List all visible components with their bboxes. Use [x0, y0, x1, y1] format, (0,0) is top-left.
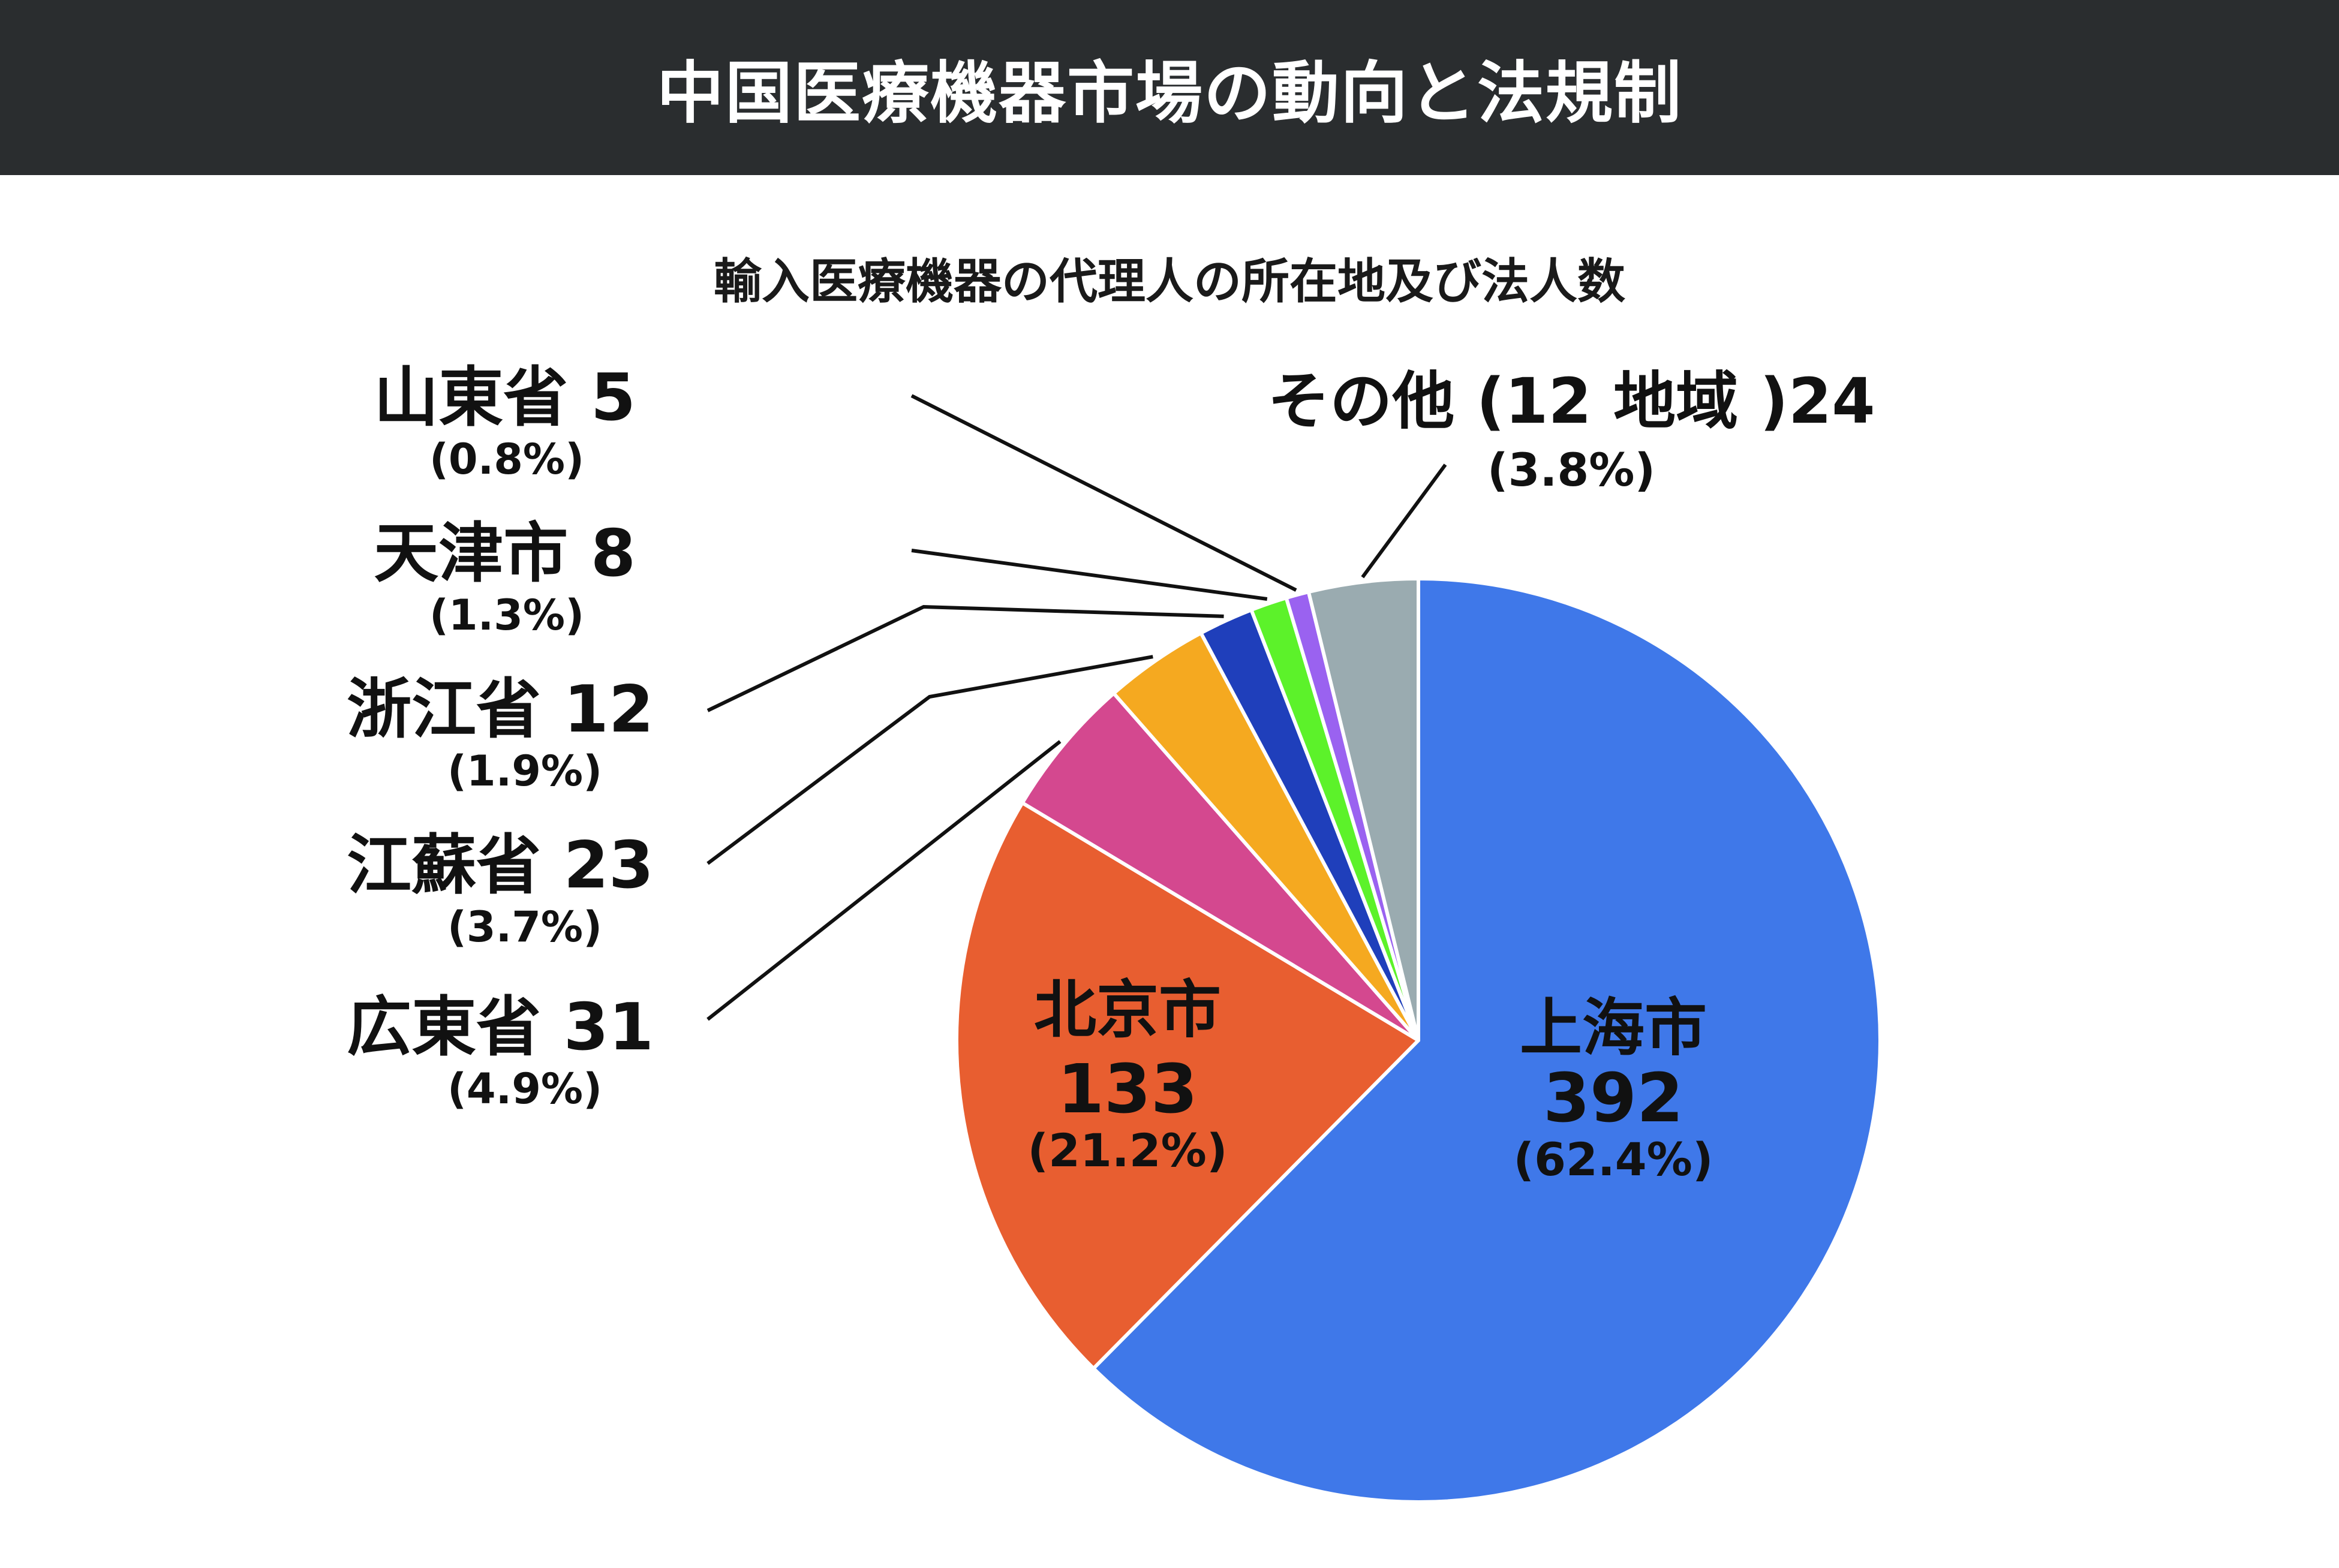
slice-percent: (3.7%)	[447, 902, 602, 952]
slice-label: 浙江省 12	[347, 672, 654, 747]
leader-line	[910, 394, 1297, 592]
pie-slice	[1092, 577, 1882, 1504]
header-bar: 中国医療機器市場の動向と法規制	[0, 0, 2339, 175]
slice-label: 上海市	[1520, 991, 1707, 1064]
slice-label: 広東省 31	[347, 990, 654, 1065]
leader-line	[911, 549, 1268, 601]
slice-label: その他 (12 地域 )24	[1267, 365, 1875, 438]
chart-title: 輸入医療機器の代理人の所在地及び法人数	[714, 254, 1625, 309]
slice-value: 133	[1057, 1051, 1198, 1128]
slice-percent: (1.9%)	[447, 747, 602, 796]
slice-name: 山東省	[374, 360, 568, 435]
slice-percent: (0.8%)	[429, 435, 584, 484]
slice-label: 山東省 5	[374, 360, 636, 435]
slice-value: 392	[1543, 1060, 1683, 1137]
slice-value: 24	[1788, 365, 1875, 438]
header-title: 中国医療機器市場の動向と法規制	[657, 55, 1682, 133]
slice-percent: (1.3%)	[429, 591, 584, 640]
pie-slice	[1020, 691, 1420, 1042]
slice-percent: (3.8%)	[1487, 443, 1655, 496]
leader-line	[706, 604, 1224, 712]
pie-slice	[1306, 577, 1420, 1042]
slice-label: 北京市	[1034, 973, 1221, 1046]
slice-value: 8	[568, 516, 636, 591]
slice-name: 江蘇省	[347, 828, 541, 903]
leader-line	[1361, 464, 1447, 579]
slice-name: 浙江省	[347, 672, 541, 747]
slice-value: 23	[541, 828, 654, 903]
pie-slice	[955, 800, 1420, 1371]
slice-percent: (62.4%)	[1513, 1133, 1713, 1186]
slice-value: 31	[541, 990, 654, 1065]
leader-line	[706, 655, 1153, 865]
slice-percent: (21.2%)	[1027, 1124, 1227, 1177]
slice-percent: (4.9%)	[447, 1064, 602, 1113]
slice-name: その他 (12 地域 )	[1267, 365, 1788, 438]
slice-value: 5	[568, 360, 636, 435]
slice-label: 天津市 8	[374, 516, 636, 591]
slice-label: 江蘇省 23	[347, 828, 654, 903]
slice-name: 広東省	[347, 990, 541, 1065]
slice-name: 天津市	[374, 516, 568, 591]
slice-value: 12	[541, 672, 654, 747]
leader-line	[706, 740, 1062, 1021]
